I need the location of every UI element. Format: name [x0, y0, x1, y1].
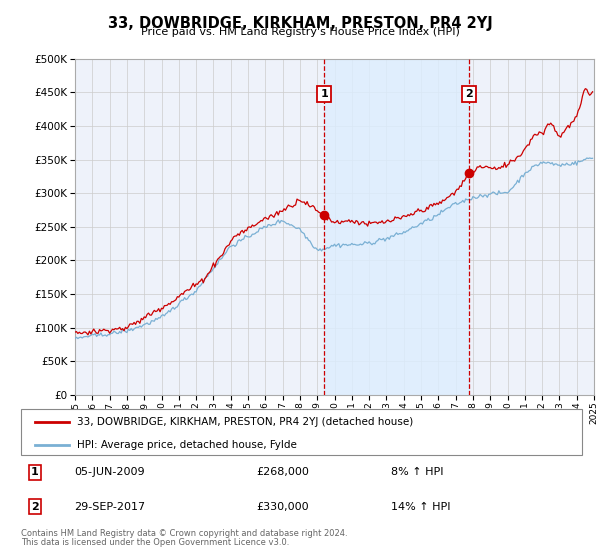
Text: 29-SEP-2017: 29-SEP-2017 [74, 502, 145, 512]
Text: 2: 2 [465, 89, 472, 99]
Text: 33, DOWBRIDGE, KIRKHAM, PRESTON, PR4 2YJ: 33, DOWBRIDGE, KIRKHAM, PRESTON, PR4 2YJ [107, 16, 493, 31]
Text: £268,000: £268,000 [257, 468, 310, 478]
FancyBboxPatch shape [21, 409, 582, 455]
Text: Price paid vs. HM Land Registry's House Price Index (HPI): Price paid vs. HM Land Registry's House … [140, 27, 460, 37]
Text: 2: 2 [31, 502, 39, 512]
Text: 8% ↑ HPI: 8% ↑ HPI [391, 468, 444, 478]
Text: This data is licensed under the Open Government Licence v3.0.: This data is licensed under the Open Gov… [21, 538, 289, 547]
Text: Contains HM Land Registry data © Crown copyright and database right 2024.: Contains HM Land Registry data © Crown c… [21, 529, 347, 538]
Text: HPI: Average price, detached house, Fylde: HPI: Average price, detached house, Fyld… [77, 440, 297, 450]
Text: 05-JUN-2009: 05-JUN-2009 [74, 468, 145, 478]
Bar [325, 59, 469, 395]
Text: 1: 1 [31, 468, 39, 478]
Text: 14% ↑ HPI: 14% ↑ HPI [391, 502, 451, 512]
Text: 33, DOWBRIDGE, KIRKHAM, PRESTON, PR4 2YJ (detached house): 33, DOWBRIDGE, KIRKHAM, PRESTON, PR4 2YJ… [77, 417, 413, 427]
Text: 1: 1 [320, 89, 328, 99]
Text: £330,000: £330,000 [257, 502, 309, 512]
